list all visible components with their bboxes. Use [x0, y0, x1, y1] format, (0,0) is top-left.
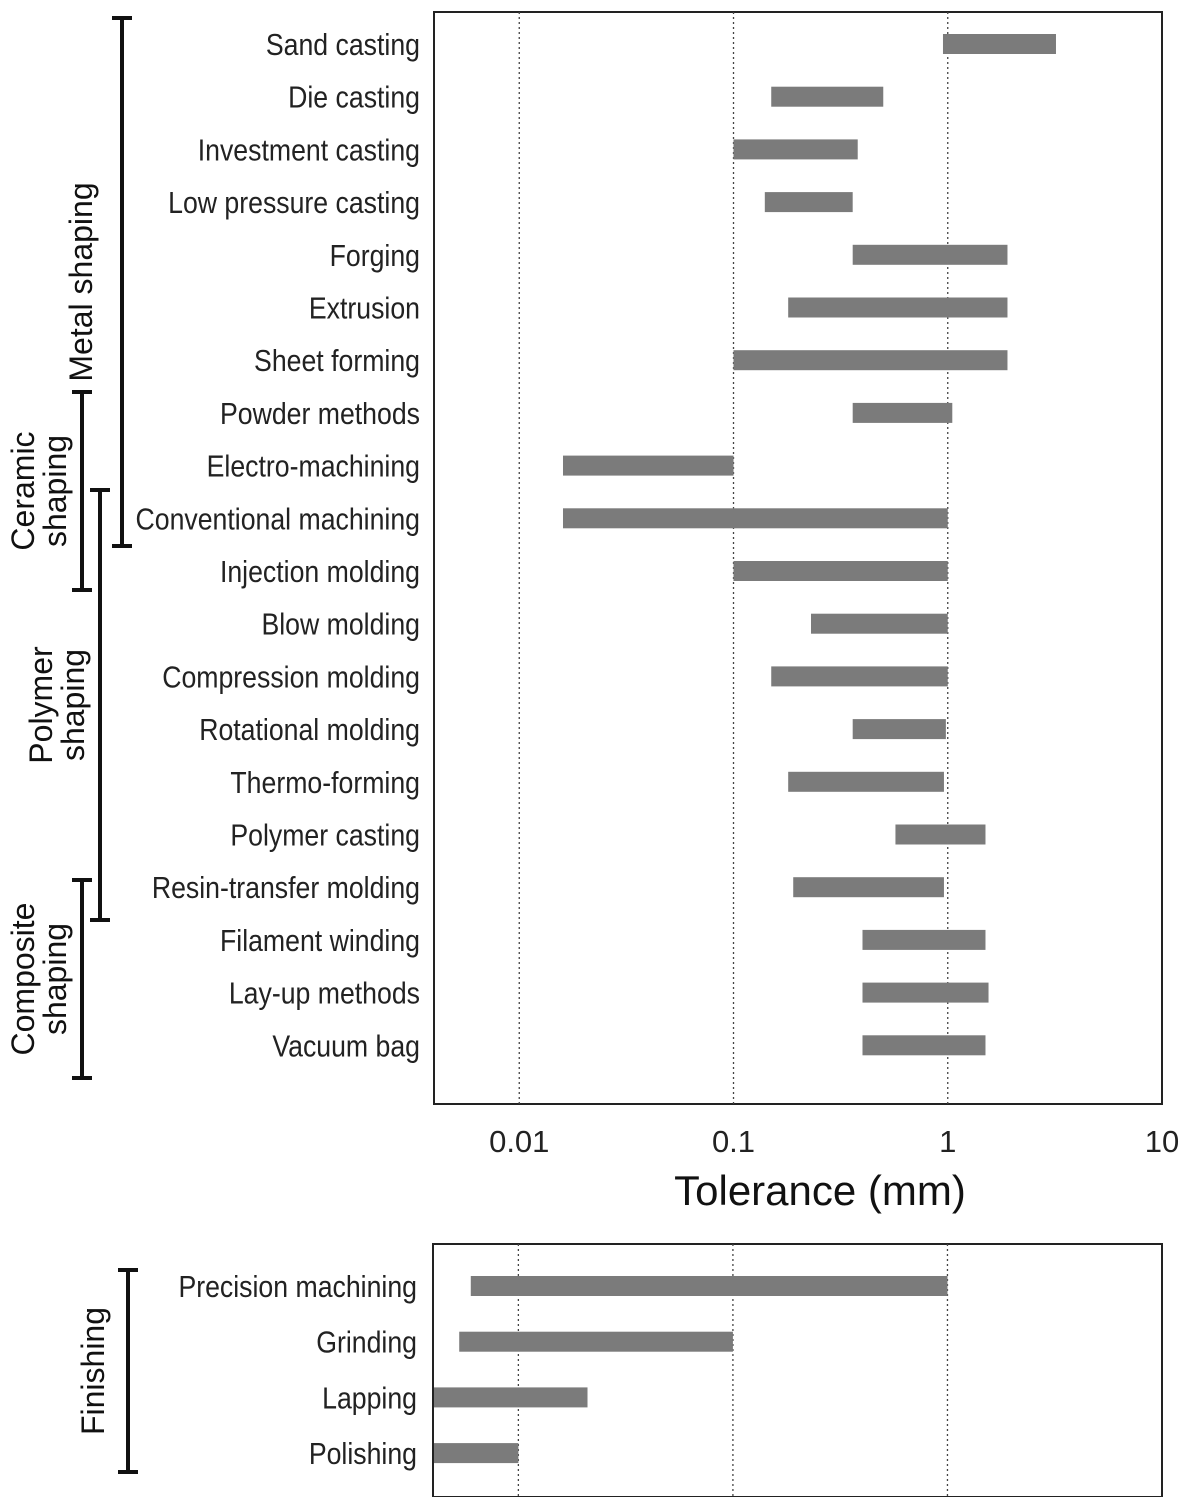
group-label-line: Composite [5, 903, 41, 1056]
bar-powder-methods [852, 402, 953, 423]
bar-thermo-forming [788, 771, 944, 792]
bar-rotational-molding [852, 719, 946, 740]
x-tick-label: 0.1 [712, 1124, 755, 1159]
group-label-ceramic-shaping: Ceramicshaping [5, 431, 73, 550]
category-label-precision-machining: Precision machining [178, 1270, 417, 1304]
bar-electro-machining [562, 455, 734, 476]
bar-low-pressure-casting [764, 192, 853, 213]
shaping-tolerance-panel: 0.01 0.1 1 10 Tolerance (mm) Sand casting Die … [5, 11, 1179, 1214]
x-tick-label: 0.01 [489, 1124, 549, 1159]
category-label-thermo-forming: Thermo-forming [230, 766, 420, 800]
group-label-line: Finishing [75, 1307, 111, 1435]
bar-investment-casting [733, 139, 858, 160]
group-label-line: shaping [55, 649, 91, 761]
category-label-electro-machining: Electro-machining [207, 450, 420, 484]
x-axis-title: Tolerance (mm) [674, 1167, 966, 1214]
bar-sheet-forming [733, 350, 1008, 371]
category-label-polishing: Polishing [309, 1437, 417, 1471]
group-label-finishing: Finishing [75, 1307, 111, 1435]
bar-lay-up-methods [862, 982, 989, 1003]
category-label-lay-up-methods: Lay-up methods [229, 977, 420, 1011]
finishing-tolerance-panel: Precision machining Grinding Lapping Polish… [75, 1243, 1163, 1497]
bar-vacuum-bag [862, 1035, 986, 1056]
bar-blow-molding [811, 613, 948, 634]
bar-die-casting [771, 86, 884, 107]
x-tick-label: 1 [939, 1124, 956, 1159]
group-label-line: shaping [37, 435, 73, 547]
bar-injection-molding [733, 561, 948, 581]
category-label-filament-winding: Filament winding [220, 924, 420, 958]
category-label-lapping: Lapping [322, 1382, 417, 1416]
category-label-powder-methods: Powder methods [220, 397, 420, 431]
plot-frame [433, 11, 1163, 1105]
group-label-composite-shaping: Compositeshaping [5, 903, 73, 1056]
category-label-sheet-forming: Sheet forming [254, 344, 420, 378]
category-label-blow-molding: Blow molding [261, 608, 420, 642]
category-label-investment-casting: Investment casting [198, 134, 420, 168]
category-label-rotational-molding: Rotational molding [199, 713, 420, 747]
category-label-die-casting: Die casting [288, 81, 420, 115]
bar-sand-casting [942, 34, 1056, 54]
bar-precision-machining [470, 1276, 948, 1296]
bar-resin-transfer-molding [793, 877, 944, 898]
category-label-vacuum-bag: Vacuum bag [272, 1029, 420, 1063]
bar-extrusion [788, 297, 1008, 318]
group-label-line: shaping [37, 923, 73, 1035]
bar-polymer-casting [895, 824, 986, 845]
bar-polishing [434, 1443, 519, 1464]
category-label-extrusion: Extrusion [309, 292, 420, 326]
group-label-line: Polymer [23, 646, 59, 764]
bar-grinding [459, 1331, 733, 1352]
group-label-metal-shaping: Metal shaping [63, 182, 99, 381]
category-label-sand-casting: Sand casting [266, 28, 420, 62]
category-label-resin-transfer-molding: Resin-transfer molding [152, 871, 420, 905]
bar-forging [852, 244, 1008, 265]
category-label-conventional-machining: Conventional machining [135, 502, 420, 536]
bar-compression-molding [771, 666, 948, 687]
bar-lapping [434, 1387, 588, 1408]
x-tick-label: 10 [1145, 1124, 1179, 1159]
category-label-forging: Forging [330, 239, 420, 273]
group-label-polymer-shaping: Polymershaping [23, 646, 91, 764]
plot-frame [432, 1243, 1163, 1497]
category-label-grinding: Grinding [316, 1326, 417, 1360]
group-label-line: Ceramic [5, 431, 41, 550]
category-label-injection-molding: Injection molding [220, 555, 420, 589]
category-label-polymer-casting: Polymer casting [230, 819, 420, 853]
category-label-compression-molding: Compression molding [162, 661, 420, 695]
category-label-low-pressure-casting: Low pressure casting [168, 186, 420, 220]
group-label-line: Metal shaping [63, 182, 99, 381]
bar-conventional-machining [562, 508, 948, 529]
bar-filament-winding [862, 929, 986, 950]
